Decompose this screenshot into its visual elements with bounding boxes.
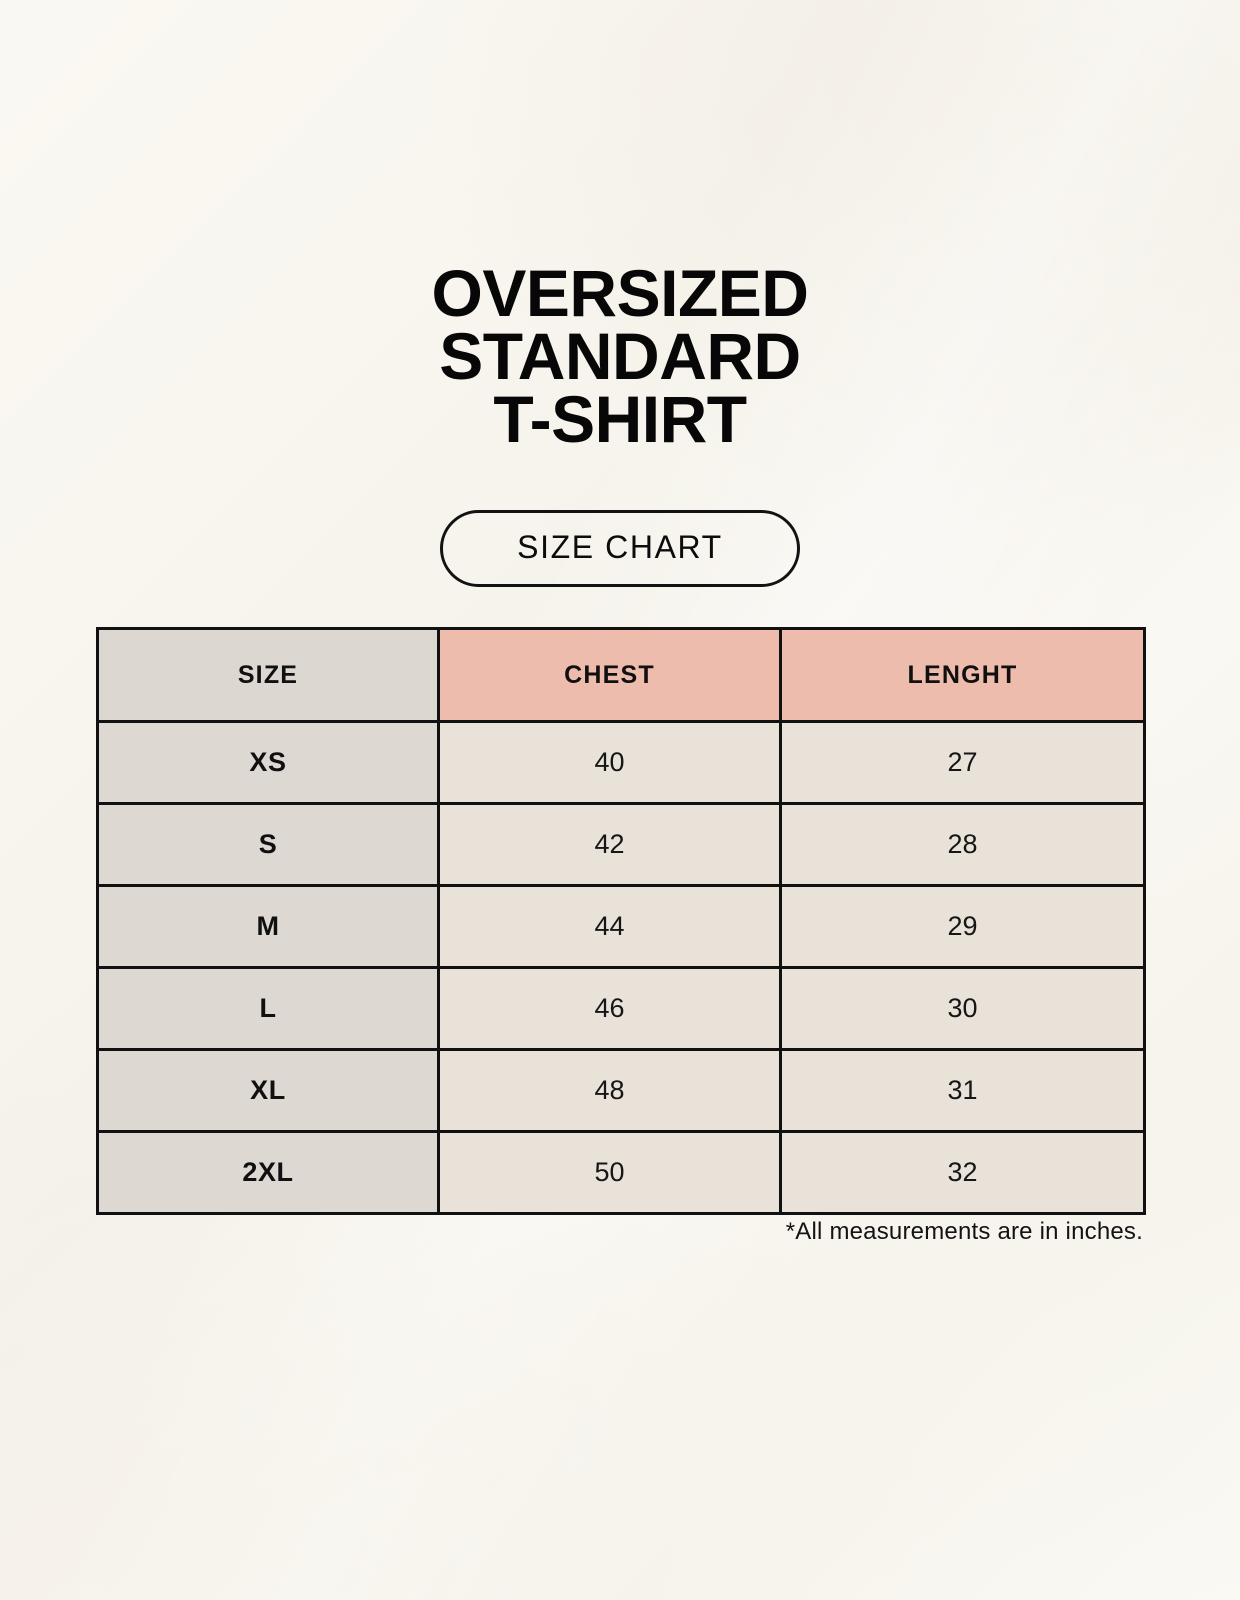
size-chart-badge: SIZE CHART: [440, 510, 800, 587]
cell-size: S: [96, 802, 440, 887]
cell-size: M: [96, 884, 440, 969]
table-row: M 44 29: [96, 884, 1146, 969]
cell-chest: 42: [437, 802, 782, 887]
cell-size: XS: [96, 720, 440, 805]
title-line-3: T-SHIRT: [493, 382, 747, 456]
table-row: XL 48 31: [96, 1048, 1146, 1133]
column-header-chest: CHEST: [437, 627, 782, 723]
cell-chest: 40: [437, 720, 782, 805]
cell-length: 31: [779, 1048, 1146, 1133]
cell-length: 27: [779, 720, 1146, 805]
cell-length: 30: [779, 966, 1146, 1051]
table-body: XS 40 27 S 42 28 M 44 29 L 46 30: [96, 720, 1146, 1215]
cell-length: 29: [779, 884, 1146, 969]
size-chart-badge-wrapper: SIZE CHART: [0, 510, 1240, 587]
table-header: SIZE CHEST LENGHT: [96, 627, 1146, 723]
title-line-1: OVERSIZED: [431, 256, 809, 330]
page-title: OVERSIZED STANDARD T-SHIRT: [0, 256, 1240, 456]
column-header-size: SIZE: [96, 627, 440, 723]
measurement-note: *All measurements are in inches.: [785, 1218, 1143, 1245]
cell-chest: 50: [437, 1130, 782, 1215]
cell-chest: 44: [437, 884, 782, 969]
table-header-row: SIZE CHEST LENGHT: [96, 627, 1146, 723]
cell-chest: 48: [437, 1048, 782, 1133]
cell-length: 32: [779, 1130, 1146, 1215]
cell-size: L: [96, 966, 440, 1051]
cell-length: 28: [779, 802, 1146, 887]
table-row: S 42 28: [96, 802, 1146, 887]
table-row: L 46 30: [96, 966, 1146, 1051]
cell-size: XL: [96, 1048, 440, 1133]
size-table-wrapper: SIZE CHEST LENGHT XS 40 27 S 42 28 M: [96, 627, 1146, 1215]
title-line-2: STANDARD: [439, 319, 801, 393]
column-header-length: LENGHT: [779, 627, 1146, 723]
cell-size: 2XL: [96, 1130, 440, 1215]
cell-chest: 46: [437, 966, 782, 1051]
table-row: 2XL 50 32: [96, 1130, 1146, 1215]
table-row: XS 40 27: [96, 720, 1146, 805]
size-table: SIZE CHEST LENGHT XS 40 27 S 42 28 M: [96, 627, 1146, 1215]
